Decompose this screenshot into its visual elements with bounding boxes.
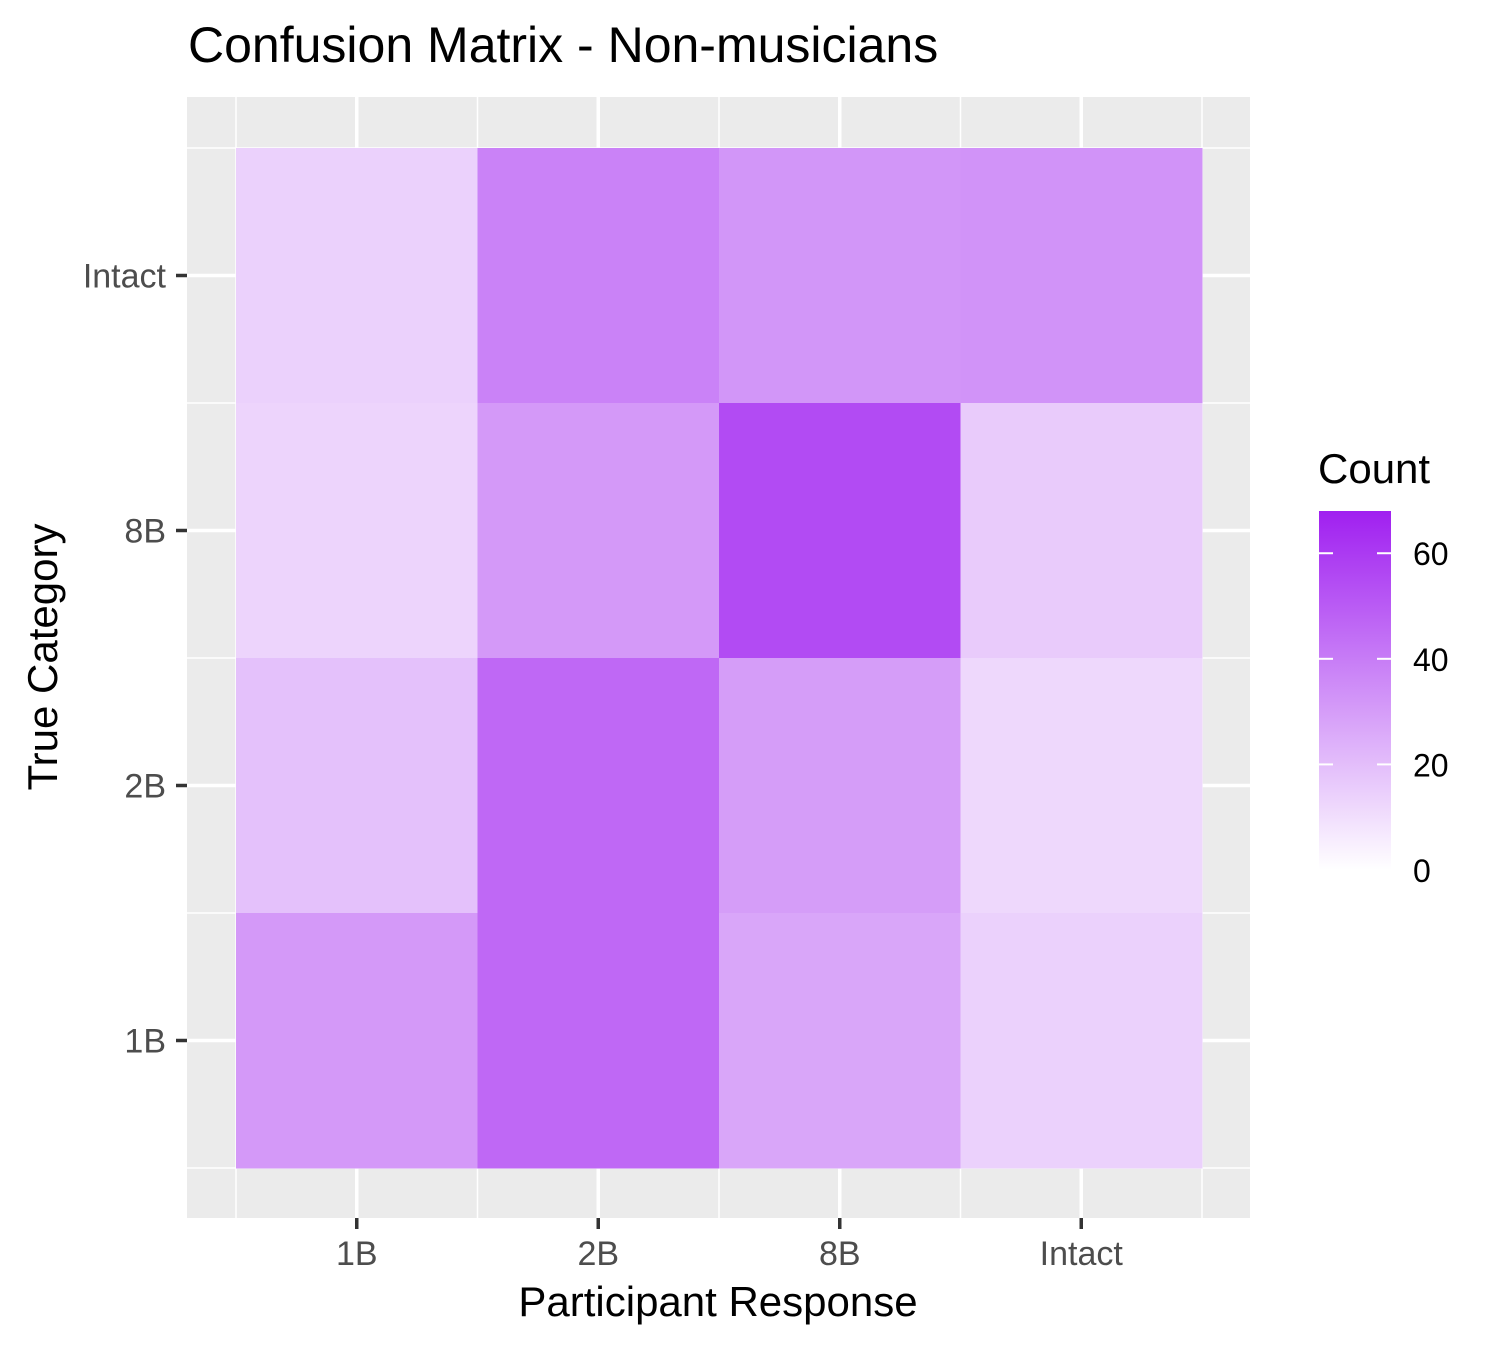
legend-color-bar (1319, 511, 1391, 870)
x-axis-title: Participant Response (518, 1278, 917, 1325)
legend-tick-label: 20 (1413, 747, 1449, 783)
y-axis-ticks: 1B 2B 8B Intact (83, 258, 187, 1061)
legend-tick-label: 60 (1413, 536, 1449, 572)
heatmap-cell (719, 658, 961, 914)
heatmap-cell (236, 403, 478, 659)
y-tick-label: 2B (124, 768, 166, 806)
heatmap-cell (477, 658, 720, 914)
heatmap-cell (719, 913, 961, 1169)
y-axis-title: True Category (19, 524, 66, 791)
color-legend: Count 0 20 40 60 (1318, 445, 1449, 889)
heatmap-cell (236, 148, 478, 404)
heatmap-cell (960, 403, 1203, 659)
x-tick-label: 1B (336, 1235, 378, 1273)
heatmap-cell (477, 148, 720, 404)
legend-tick-label: 0 (1413, 853, 1431, 889)
heatmap-cell (477, 913, 720, 1169)
heatmap-cell (236, 913, 478, 1169)
heatmap-cell (477, 403, 720, 659)
heatmap-cell (960, 913, 1203, 1169)
heatmap-cell (960, 148, 1203, 404)
heatmap-cell (960, 658, 1203, 914)
heatmap-cell (719, 403, 961, 659)
x-axis-ticks: 1B 2B 8B Intact (336, 1218, 1123, 1273)
legend-title: Count (1318, 445, 1430, 492)
y-tick-label: 8B (124, 513, 166, 551)
legend-ticks: 0 20 40 60 (1319, 536, 1449, 889)
heatmap-cells (236, 148, 1203, 1169)
y-tick-label: 1B (124, 1023, 166, 1061)
x-tick-label: 2B (577, 1235, 619, 1273)
legend-tick-label: 40 (1413, 642, 1449, 678)
x-tick-label: 8B (819, 1235, 861, 1273)
chart-title: Confusion Matrix - Non-musicians (188, 17, 938, 73)
x-tick-label: Intact (1040, 1235, 1124, 1273)
heatmap-cell (236, 658, 478, 914)
heatmap-cell (719, 148, 961, 404)
y-tick-label: Intact (83, 258, 167, 296)
